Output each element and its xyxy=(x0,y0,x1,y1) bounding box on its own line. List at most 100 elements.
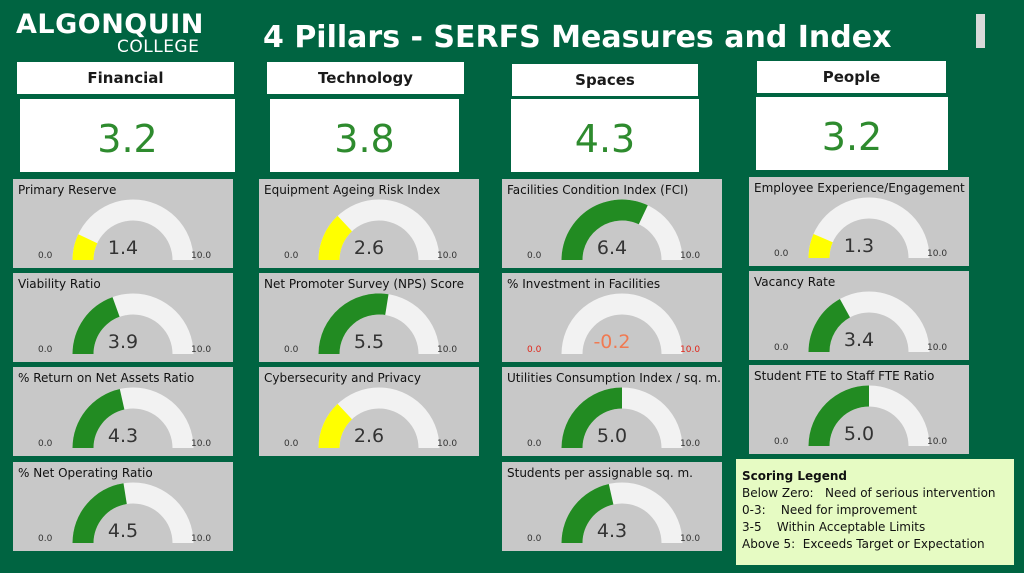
gauge-fill xyxy=(808,234,833,258)
gauge-title: Student FTE to Staff FTE Ratio xyxy=(754,369,935,383)
gauge-card[interactable]: Viability Ratio 0.0 10.0 3.9 xyxy=(13,273,233,362)
gauge-card[interactable]: Primary Reserve 0.0 10.0 1.4 xyxy=(13,179,233,268)
gauge-max-label: 10.0 xyxy=(437,345,458,355)
gauge-max-label: 10.0 xyxy=(927,249,948,259)
gauge-card[interactable]: % Investment in Facilities 0.0 10.0 -0.2 xyxy=(502,273,722,362)
legend-title: Scoring Legend xyxy=(742,469,847,483)
gauge-card[interactable]: Employee Experience/Engagement 0.0 10.0 … xyxy=(749,177,969,266)
pillar-score-people: 3.2 xyxy=(756,97,948,170)
gauge-value: 6.4 xyxy=(596,237,628,259)
gauge-max-label: 10.0 xyxy=(191,345,212,355)
gauge-fill xyxy=(318,403,352,448)
gauge-min-label: 0.0 xyxy=(774,437,789,447)
algonquin-logo: ALGONQUIN COLLEGE xyxy=(16,9,216,58)
gauge-title: Viability Ratio xyxy=(18,277,101,291)
legend-row: Below Zero: Need of serious intervention xyxy=(742,486,996,500)
gauge-card[interactable]: % Net Operating Ratio 0.0 10.0 4.5 xyxy=(13,462,233,551)
logo-top-text: ALGONQUIN xyxy=(16,9,204,40)
gauge-max-label: 10.0 xyxy=(680,439,701,449)
gauge-track xyxy=(808,197,930,258)
gauge-card[interactable]: Equipment Ageing Risk Index 0.0 10.0 2.6 xyxy=(259,179,479,268)
page-title: 4 Pillars - SERFS Measures and Index xyxy=(263,20,892,55)
gauge-min-label: 0.0 xyxy=(527,251,542,261)
gauge-title: Facilities Condition Index (FCI) xyxy=(507,183,689,197)
gauge-title: % Investment in Facilities xyxy=(507,277,661,291)
pillar-header-financial: Financial xyxy=(17,62,234,94)
gauge-value: 4.5 xyxy=(107,520,139,542)
gauge-track xyxy=(72,199,194,260)
pillar-header-spaces: Spaces xyxy=(512,64,698,96)
pillar-score-financial: 3.2 xyxy=(20,99,235,172)
legend-row: Above 5: Exceeds Target or Expectation xyxy=(742,537,985,551)
gauge-max-label: 10.0 xyxy=(680,345,701,355)
gauge-fill xyxy=(808,385,869,446)
gauge-min-label: 0.0 xyxy=(527,534,542,544)
gauge-max-label: 10.0 xyxy=(927,343,948,353)
gauge-track xyxy=(318,199,440,260)
gauge-fill xyxy=(808,299,850,352)
gauge-value: 2.6 xyxy=(353,237,385,259)
logo-bottom-text: COLLEGE xyxy=(117,37,200,57)
pillar-header-technology: Technology xyxy=(267,62,464,94)
gauge-min-label: 0.0 xyxy=(284,251,299,261)
gauge-fill xyxy=(72,297,120,354)
gauge-min-label: 0.0 xyxy=(774,343,789,353)
gauge-fill xyxy=(561,199,648,260)
legend-row: 0-3: Need for improvement xyxy=(742,503,917,517)
gauge-fill xyxy=(318,215,352,260)
gauge-title: Students per assignable sq. m. xyxy=(507,466,693,480)
gauge-title: Vacancy Rate xyxy=(754,275,836,289)
gauge-value: 4.3 xyxy=(596,520,628,542)
pillar-header-people: People xyxy=(757,61,946,93)
gauge-card[interactable]: Net Promoter Survey (NPS) Score 0.0 10.0… xyxy=(259,273,479,362)
gauge-title: Primary Reserve xyxy=(18,183,117,197)
gauge-min-label: 0.0 xyxy=(38,439,53,449)
gauge-value: 5.5 xyxy=(353,331,385,353)
gauge-value: 3.9 xyxy=(107,331,139,353)
gauge-track xyxy=(318,387,440,448)
pillar-score-spaces: 4.3 xyxy=(511,99,699,172)
gauge-value: 5.0 xyxy=(596,425,628,447)
gauge-card[interactable]: Student FTE to Staff FTE Ratio 0.0 10.0 … xyxy=(749,365,969,454)
gauge-value: 1.3 xyxy=(843,235,875,257)
gauge-min-label: 0.0 xyxy=(284,439,299,449)
gauge-title: % Net Operating Ratio xyxy=(18,466,153,480)
gauge-card[interactable]: Facilities Condition Index (FCI) 0.0 10.… xyxy=(502,179,722,268)
menu-handle[interactable] xyxy=(976,14,985,48)
scoring-legend: Scoring Legend Below Zero: Need of serio… xyxy=(736,459,1014,565)
gauge-title: Net Promoter Survey (NPS) Score xyxy=(264,277,464,291)
gauge-card[interactable]: Vacancy Rate 0.0 10.0 3.4 xyxy=(749,271,969,360)
gauge-card[interactable]: Cybersecurity and Privacy 0.0 10.0 2.6 xyxy=(259,367,479,456)
gauge-title: Cybersecurity and Privacy xyxy=(264,371,421,385)
gauge-min-label: 0.0 xyxy=(284,345,299,355)
gauge-min-label: 0.0 xyxy=(38,534,53,544)
gauge-max-label: 10.0 xyxy=(191,251,212,261)
gauge-card[interactable]: Students per assignable sq. m. 0.0 10.0 … xyxy=(502,462,722,551)
gauge-min-label: 0.0 xyxy=(774,249,789,259)
gauge-value: 4.3 xyxy=(107,425,139,447)
gauge-max-label: 10.0 xyxy=(437,439,458,449)
gauge-max-label: 10.0 xyxy=(927,437,948,447)
gauge-max-label: 10.0 xyxy=(437,251,458,261)
legend-row: 3-5 Within Acceptable Limits xyxy=(742,520,926,534)
gauge-fill xyxy=(561,387,622,448)
gauge-card[interactable]: % Return on Net Assets Ratio 0.0 10.0 4.… xyxy=(13,367,233,456)
gauge-max-label: 10.0 xyxy=(191,534,212,544)
gauge-max-label: 10.0 xyxy=(680,534,701,544)
gauge-min-label: 0.0 xyxy=(38,345,53,355)
gauge-max-label: 10.0 xyxy=(191,439,212,449)
gauge-fill xyxy=(72,483,127,543)
gauge-min-label: 0.0 xyxy=(527,345,542,355)
gauge-value: 5.0 xyxy=(843,423,875,445)
gauge-min-label: 0.0 xyxy=(527,439,542,449)
gauge-value: 2.6 xyxy=(353,425,385,447)
gauge-value: -0.2 xyxy=(593,331,631,353)
gauge-title: Equipment Ageing Risk Index xyxy=(264,183,441,197)
gauge-title: Utilities Consumption Index / sq. m. xyxy=(507,371,721,385)
gauge-fill xyxy=(561,484,614,543)
gauge-value: 3.4 xyxy=(843,329,875,351)
gauge-card[interactable]: Utilities Consumption Index / sq. m. 0.0… xyxy=(502,367,722,456)
gauge-fill xyxy=(72,234,98,260)
gauge-value: 1.4 xyxy=(107,237,139,259)
gauge-fill xyxy=(72,389,125,448)
